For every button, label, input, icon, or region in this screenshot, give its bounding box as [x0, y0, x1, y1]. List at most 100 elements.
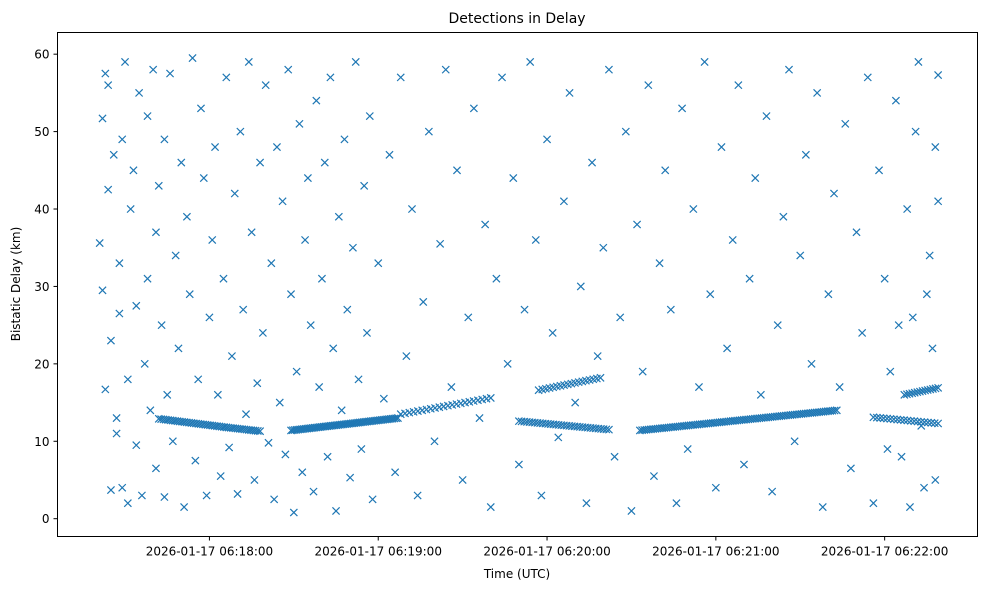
- data-point: [875, 166, 884, 175]
- data-point: [784, 65, 794, 74]
- data-point: [858, 328, 867, 337]
- data-point: [621, 127, 630, 136]
- x-tick-label: 2026-01-17 06:22:00: [821, 545, 948, 559]
- data-point: [253, 379, 262, 388]
- data-point: [166, 69, 175, 78]
- data-point: [112, 414, 121, 423]
- data-point: [922, 290, 931, 299]
- data-point: [931, 143, 940, 152]
- data-point: [903, 416, 912, 425]
- data-point: [464, 313, 473, 322]
- data-point: [903, 204, 912, 214]
- data-point: [199, 174, 208, 183]
- data-point: [225, 443, 234, 452]
- data-point: [95, 239, 104, 248]
- data-point: [385, 150, 394, 159]
- data-point: [348, 243, 357, 252]
- data-point: [723, 344, 732, 353]
- data-point: [846, 464, 855, 473]
- data-point: [604, 425, 613, 434]
- data-point: [143, 274, 152, 283]
- data-point: [194, 375, 203, 384]
- data-point: [334, 212, 343, 221]
- data-point: [343, 305, 352, 314]
- data-point: [177, 158, 186, 167]
- data-point: [920, 483, 929, 492]
- y-tick-label: 20: [34, 357, 49, 371]
- data-point: [526, 57, 535, 66]
- data-point: [554, 433, 563, 442]
- data-point: [498, 73, 507, 82]
- data-point: [883, 444, 892, 454]
- data-point: [151, 464, 160, 473]
- data-point: [244, 57, 253, 66]
- data-point: [447, 383, 456, 392]
- data-point: [896, 415, 905, 424]
- data-point: [689, 204, 698, 214]
- x-tick-label: 2026-01-17 06:18:00: [146, 545, 273, 559]
- data-point: [368, 495, 377, 504]
- y-tick-label: 30: [34, 280, 49, 294]
- data-point: [666, 305, 675, 314]
- data-point: [317, 274, 326, 283]
- data-point: [604, 65, 613, 74]
- data-point: [120, 57, 130, 66]
- data-point: [756, 390, 765, 399]
- data-point: [745, 274, 754, 283]
- data-point: [739, 460, 749, 469]
- data-point: [143, 112, 152, 121]
- data-point: [869, 413, 878, 422]
- data-point: [931, 384, 940, 393]
- data-point: [830, 406, 839, 415]
- data-point: [869, 499, 878, 508]
- data-point: [233, 489, 242, 498]
- y-axis: 0 10 20 30 40 50 60: [34, 48, 58, 526]
- y-tick-label: 0: [42, 512, 50, 526]
- data-point: [196, 104, 206, 113]
- data-point: [157, 321, 166, 330]
- data-point: [261, 81, 270, 90]
- data-point: [829, 189, 839, 198]
- data-point: [303, 174, 312, 183]
- data-point: [174, 344, 183, 353]
- data-point: [548, 328, 557, 337]
- data-point: [140, 359, 149, 368]
- data-point: [486, 503, 495, 512]
- data-point: [700, 57, 709, 66]
- data-point: [346, 473, 355, 482]
- data-point: [683, 444, 692, 454]
- data-point: [256, 158, 265, 167]
- data-point: [402, 352, 411, 361]
- data-point: [576, 282, 585, 291]
- data-point: [281, 450, 290, 459]
- data-point: [923, 418, 932, 427]
- data-point: [168, 437, 177, 446]
- data-point: [790, 437, 799, 446]
- data-point: [106, 336, 115, 345]
- data-point: [900, 416, 909, 425]
- data-point: [913, 417, 922, 426]
- data-point: [222, 73, 231, 82]
- data-point: [118, 483, 127, 492]
- y-tick-label: 40: [34, 203, 49, 217]
- data-point: [391, 468, 400, 477]
- x-tick-label: 2026-01-17 06:21:00: [652, 545, 779, 559]
- x-tick-label: 2026-01-17 06:20:00: [483, 545, 610, 559]
- data-point: [486, 393, 495, 402]
- data-point: [337, 406, 346, 415]
- data-point: [910, 417, 919, 426]
- data-point: [250, 475, 259, 485]
- data-point: [893, 415, 902, 424]
- data-point: [253, 426, 262, 435]
- data-point: [306, 321, 315, 330]
- data-point: [593, 352, 602, 361]
- x-axis-label: Time (UTC): [483, 567, 550, 581]
- data-point: [596, 373, 605, 382]
- data-point: [365, 112, 374, 121]
- data-point: [309, 487, 318, 496]
- data-point: [876, 413, 885, 422]
- data-point: [661, 166, 670, 175]
- data-point: [481, 220, 490, 229]
- data-point: [275, 398, 284, 407]
- data-point: [694, 383, 703, 392]
